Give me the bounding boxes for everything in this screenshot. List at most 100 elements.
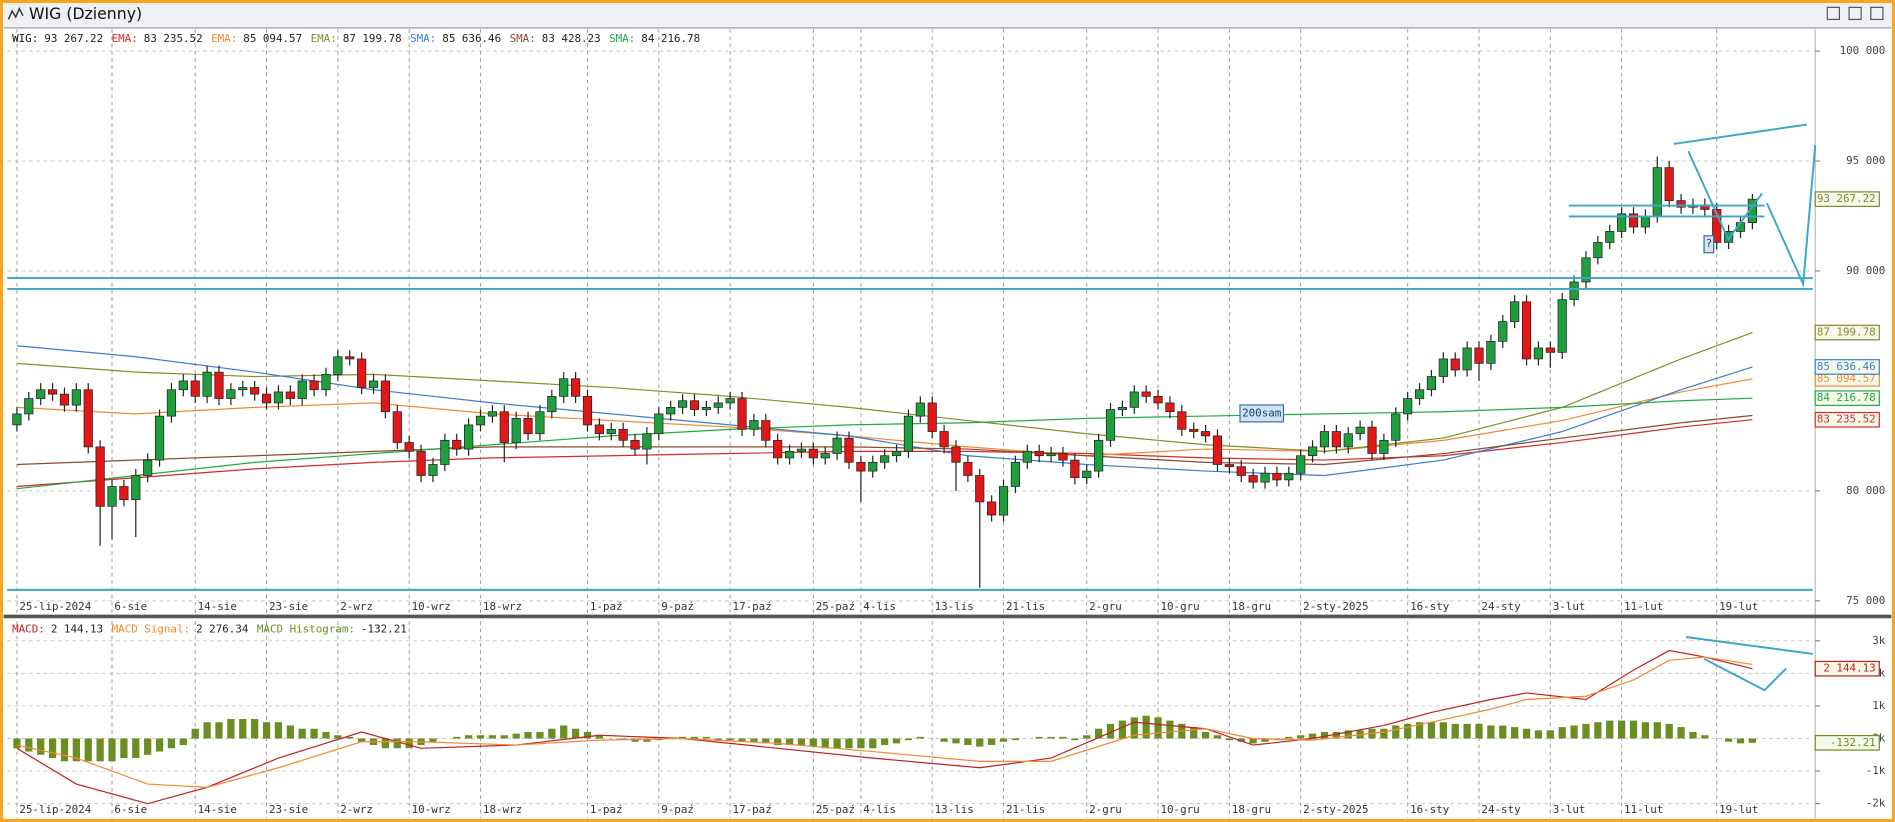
- candle-body: [487, 411, 497, 417]
- candle-body: [1177, 411, 1187, 430]
- histogram-bar: [334, 735, 342, 739]
- candle-body: [1474, 347, 1484, 364]
- x-tick-label: 18-gru: [1232, 803, 1271, 816]
- histogram-bar: [1130, 717, 1138, 739]
- legend-name: EMA:: [311, 32, 337, 45]
- candle-body: [1628, 213, 1639, 228]
- close-button[interactable]: [1870, 6, 1884, 21]
- y-tick-label: 90 000: [1846, 264, 1885, 277]
- histogram-bar: [857, 738, 865, 749]
- candle-body: [832, 437, 842, 454]
- candle-body: [1486, 340, 1496, 364]
- x-tick-label: 17-paź: [733, 600, 772, 613]
- candle-body: [1046, 453, 1056, 457]
- histogram-bar: [1665, 723, 1673, 739]
- histogram-bar: [1308, 733, 1317, 739]
- legend-value: -132.21: [361, 623, 407, 636]
- candle-body: [1498, 321, 1508, 342]
- histogram-bar: [96, 738, 104, 762]
- x-tick-label: 2-wrz: [340, 600, 373, 613]
- x-tick-label: 9-paź: [661, 803, 694, 816]
- candle-body: [178, 380, 188, 391]
- x-tick-label: 13-lis: [935, 600, 974, 613]
- x-tick-label: 16-sty: [1410, 600, 1450, 613]
- candle-body: [1129, 391, 1139, 408]
- histogram-bar: [881, 738, 889, 746]
- y-tick-label: 100 000: [1840, 44, 1886, 57]
- candle-body: [71, 389, 81, 406]
- x-tick-label: 4-lis: [863, 803, 896, 816]
- value-label: 83 235.52: [1817, 413, 1876, 426]
- candle-body: [428, 464, 438, 476]
- candle-body: [903, 415, 914, 452]
- histogram-bar: [155, 738, 164, 752]
- candle-body: [380, 380, 391, 413]
- value-label: -132.21: [1830, 736, 1876, 749]
- histogram-bar: [72, 738, 80, 762]
- candle-body: [392, 411, 402, 443]
- value-label: 93 267.22: [1817, 192, 1876, 205]
- legend-value: 85 094.57: [243, 32, 302, 45]
- histogram-bar: [678, 736, 687, 739]
- legend-value: 83 235.52: [144, 32, 203, 45]
- y-tick-label: 80 000: [1846, 484, 1885, 497]
- chart-icon: [7, 6, 24, 20]
- candle-body: [475, 415, 486, 426]
- histogram-bar: [548, 728, 556, 739]
- annotation-box: [1703, 235, 1715, 254]
- candle-body: [987, 501, 997, 516]
- histogram-bar: [1201, 731, 1210, 739]
- x-tick-label: 2-gru: [1089, 600, 1122, 613]
- window-buttons[interactable]: [1826, 6, 1884, 21]
- candle-body: [654, 413, 664, 435]
- histogram-bar: [1213, 735, 1222, 739]
- y-tick-label: -2k: [1866, 797, 1886, 810]
- candle-body: [784, 450, 795, 459]
- histogram-bar: [1392, 725, 1400, 739]
- candle-body: [1082, 470, 1092, 479]
- histogram-bar: [1546, 730, 1554, 739]
- histogram-bar: [1475, 723, 1483, 739]
- histogram-bar: [1047, 736, 1055, 739]
- histogram-bar: [1083, 735, 1091, 739]
- candle-body: [1652, 167, 1662, 217]
- candle-body: [1391, 413, 1401, 441]
- candle-body: [47, 389, 58, 395]
- histogram-bar: [631, 738, 639, 742]
- candle-body: [83, 389, 93, 448]
- candle-body: [1236, 466, 1246, 476]
- histogram-bar: [904, 738, 913, 741]
- candle-body: [1545, 347, 1555, 353]
- histogram-bar: [1297, 735, 1305, 739]
- candle-body: [368, 380, 379, 388]
- candle-body: [1260, 472, 1270, 483]
- histogram-bar: [750, 738, 758, 742]
- histogram-bar: [869, 738, 877, 749]
- candle-body: [571, 378, 581, 397]
- candle-body: [1712, 209, 1722, 243]
- y-tick-label: 95 000: [1846, 154, 1885, 167]
- minimize-button[interactable]: [1826, 6, 1841, 21]
- legend-name: MACD Signal:: [112, 623, 190, 636]
- candle-body: [1414, 389, 1425, 399]
- candle-body: [689, 400, 700, 410]
- candle-body: [1284, 472, 1294, 481]
- candle-body: [701, 406, 711, 410]
- legend-value: 84 216.78: [641, 32, 700, 45]
- value-label: 85 636.46: [1817, 360, 1876, 373]
- candle-body: [606, 428, 616, 435]
- restore-button[interactable]: [1848, 6, 1862, 21]
- candle-body: [1521, 301, 1532, 360]
- candle-body: [190, 380, 200, 397]
- x-tick-label: 3-lut: [1553, 600, 1586, 613]
- candle-body: [1034, 450, 1044, 457]
- candle-body: [1319, 431, 1330, 448]
- candle-body: [559, 378, 569, 397]
- candle-body: [1105, 409, 1116, 441]
- candle-body: [250, 387, 260, 395]
- histogram-bar: [1415, 722, 1424, 739]
- candle-body: [464, 424, 474, 450]
- candle-body: [1212, 435, 1223, 465]
- histogram-bar: [476, 735, 485, 739]
- histogram-bar: [1404, 723, 1412, 739]
